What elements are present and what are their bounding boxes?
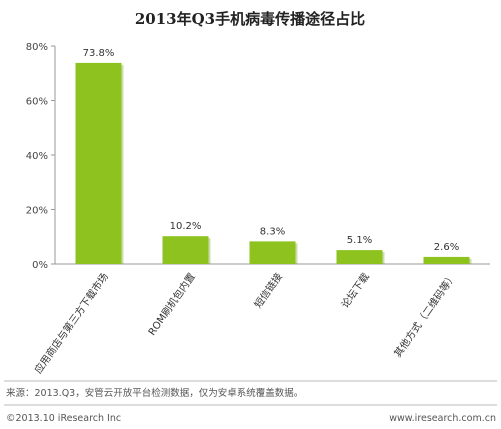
y-ticks: 0% 20% 40% 60% 80%	[26, 42, 55, 271]
bar	[162, 236, 209, 264]
category-label: 论坛下载	[338, 270, 372, 310]
category-label: 应用商店与第三方下载市场	[31, 270, 110, 376]
chart-title: 2013年Q3手机病毒传播途径占比	[135, 10, 365, 28]
bar	[423, 256, 470, 264]
bar	[336, 250, 383, 264]
y-tick-label: 60%	[26, 97, 48, 108]
data-label: 73.8%	[83, 48, 115, 59]
data-label: 8.3%	[260, 226, 285, 237]
website: www.iresearch.com.cn	[389, 413, 496, 424]
data-label: 2.6%	[434, 242, 459, 253]
bar	[249, 241, 296, 264]
y-tick-label: 40%	[26, 151, 48, 162]
data-label: 10.2%	[170, 221, 202, 232]
copyright: ©2013.10 iResearch Inc	[6, 413, 121, 424]
category-label: ROM刷机包内置	[145, 270, 198, 338]
category-labels: 应用商店与第三方下载市场 ROM刷机包内置 短信链接 论坛下载 其他方式（二维码等）	[31, 270, 458, 376]
y-tick-label: 0%	[32, 260, 48, 271]
data-label: 5.1%	[347, 235, 372, 246]
category-label: 短信链接	[251, 270, 285, 310]
bar	[75, 62, 122, 264]
y-tick-label: 80%	[26, 42, 48, 53]
source-note: 来源：2013.Q3，安管云开放平台检测数据，仅为安卓系统覆盖数据。	[6, 387, 303, 399]
data-labels: 73.8% 10.2% 8.3% 5.1% 2.6%	[83, 48, 460, 253]
y-tick-label: 20%	[26, 206, 48, 217]
bars	[75, 62, 472, 265]
category-label: 其他方式（二维码等）	[391, 270, 459, 359]
